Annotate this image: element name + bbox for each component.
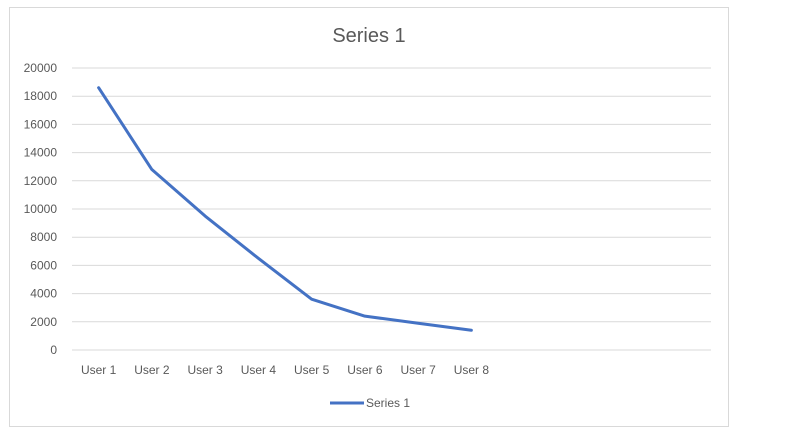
series-line — [97, 86, 473, 332]
y-tick-label: 14000 — [24, 146, 58, 160]
y-tick-label: 0 — [50, 343, 57, 357]
chart-frame — [9, 7, 729, 427]
x-tick-label: User 5 — [294, 363, 330, 377]
x-axis: User 1 User 2 User 3 User 4 User 5 User 6 User… — [81, 363, 489, 377]
x-tick-label: User 7 — [400, 363, 436, 377]
y-axis: 0 2000 4000 6000 8000 10000 12000 14000 16000 180… — [24, 61, 58, 357]
y-tick-label: 6000 — [30, 258, 57, 272]
series-group — [97, 86, 473, 332]
y-tick-label: 20000 — [24, 61, 58, 75]
gridlines — [72, 67, 711, 351]
x-tick-label: User 6 — [347, 363, 383, 377]
x-tick-label: User 3 — [187, 363, 223, 377]
legend: Series 1 — [330, 396, 410, 410]
x-tick-label: User 1 — [81, 363, 117, 377]
x-tick-label: User 4 — [241, 363, 277, 377]
chart-title: Series 1 — [332, 25, 405, 47]
x-tick-label: User 8 — [454, 363, 490, 377]
y-tick-label: 16000 — [24, 117, 58, 131]
y-tick-label: 4000 — [30, 287, 57, 301]
y-tick-label: 10000 — [24, 202, 58, 216]
y-tick-label: 12000 — [24, 174, 58, 188]
x-tick-label: User 2 — [134, 363, 170, 377]
y-tick-label: 18000 — [24, 89, 58, 103]
y-tick-label: 2000 — [30, 315, 57, 329]
y-tick-label: 8000 — [30, 230, 57, 244]
legend-label: Series 1 — [366, 396, 410, 410]
